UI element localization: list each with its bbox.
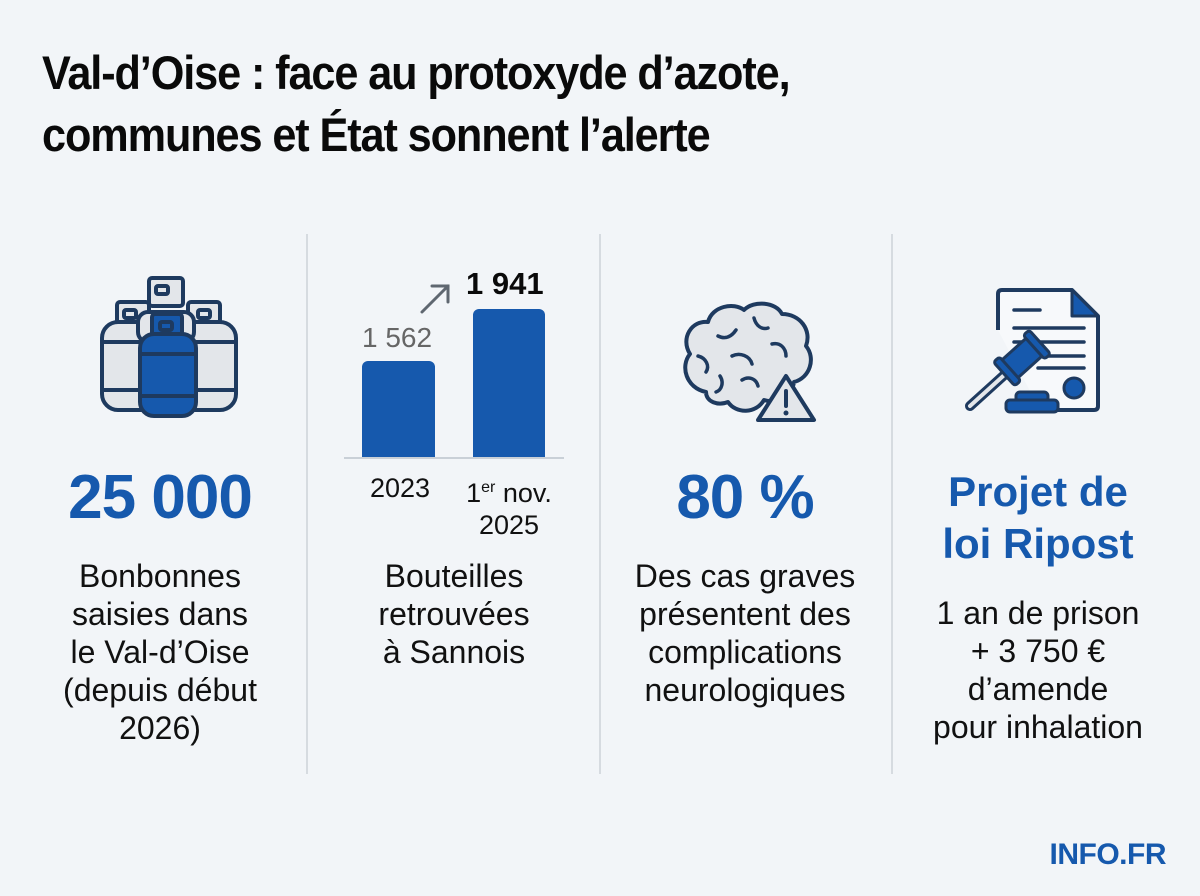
bar-2023: [362, 361, 435, 457]
stat-description-bonbonnes: Bonbonnes saisies dans le Val-d’Oise (de…: [63, 558, 257, 746]
trend-arrow-up-icon: [420, 284, 450, 314]
column-divider: [599, 234, 601, 774]
bar-2025: [473, 309, 545, 457]
stat-value-bonbonnes: 25 000: [68, 463, 253, 532]
bar-value-2025: 1 941: [466, 266, 544, 301]
bar-value-2023: 1 562: [362, 322, 433, 353]
brand-logo: INFO.FR: [1049, 838, 1167, 871]
column-divider: [891, 234, 893, 774]
page-title: Val-d’Oise : face au protoxyde d’azote, …: [42, 42, 1054, 166]
column-divider: [306, 234, 308, 774]
stat-description-sannois: Bouteilles retrouvées à Sannois: [378, 558, 530, 670]
gas-canisters-icon: [100, 276, 238, 418]
gavel-document-icon: [965, 288, 1100, 414]
brain-warning-icon: [683, 301, 816, 422]
title-line-2: communes et État sonnent l’alerte: [42, 108, 711, 161]
stat-headline-ripost: Projet de loi Ripost: [942, 468, 1134, 567]
stat-value-neuro: 80 %: [676, 463, 814, 532]
x-label-2023: 2023: [369, 473, 431, 503]
stat-description-ripost: 1 an de prison + 3 750 € d’amende pour i…: [933, 595, 1143, 745]
stat-description-neuro: Des cas graves présentent des complicati…: [634, 558, 856, 708]
title-line-1: Val-d’Oise : face au protoxyde d’azote,: [42, 46, 791, 99]
x-label-2025: 1er nov. 2025: [466, 478, 552, 540]
x-axis-line: [344, 457, 564, 459]
